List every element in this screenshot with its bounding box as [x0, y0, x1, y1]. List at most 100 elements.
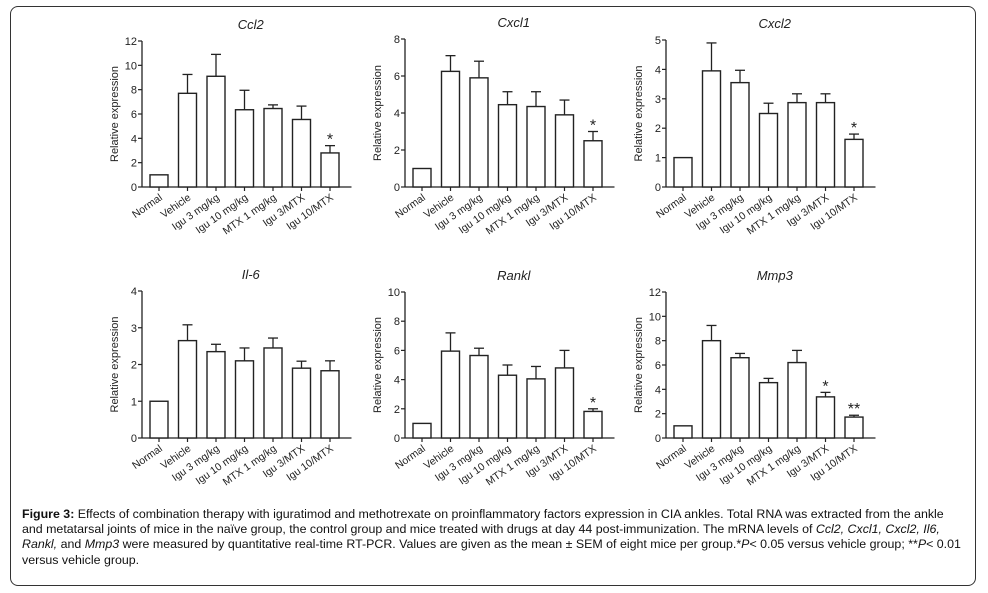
- significance-marker: *: [590, 395, 596, 412]
- y-tick-label: 10: [388, 287, 400, 299]
- bar: [758, 112, 779, 188]
- bar: [673, 156, 693, 188]
- bar: [234, 360, 255, 439]
- bar: [412, 422, 432, 439]
- y-tick-label: 3: [131, 323, 137, 335]
- x-tick-label: Normal: [654, 192, 689, 221]
- caption-segment: P: [741, 537, 750, 552]
- caption-segment: Effects of combination therapy with igur…: [22, 507, 944, 537]
- y-tick-label: 1: [655, 153, 661, 165]
- significance-marker: *: [822, 378, 828, 395]
- bar: [554, 367, 575, 439]
- y-tick-label: 6: [131, 109, 137, 121]
- y-tick-label: 2: [394, 404, 400, 416]
- bar: [583, 410, 603, 439]
- bar: [291, 367, 312, 439]
- significance-marker: *: [851, 120, 857, 137]
- bar: [554, 114, 575, 188]
- bar: [815, 396, 836, 439]
- bar: [673, 425, 693, 439]
- y-tick-label: 10: [125, 60, 137, 72]
- x-tick-label: Normal: [393, 192, 428, 221]
- bar: [815, 101, 836, 188]
- bar: [701, 70, 722, 188]
- y-axis-label: Relative expression: [372, 65, 384, 161]
- y-tick-label: 4: [394, 108, 400, 120]
- chart-title: Ccl2: [238, 17, 265, 32]
- y-tick-label: 0: [394, 433, 400, 445]
- bar: [412, 167, 432, 188]
- bar: [177, 92, 198, 188]
- bar: [526, 378, 546, 439]
- bar: [177, 339, 198, 439]
- caption-segment: and: [57, 537, 85, 552]
- x-tick-label: Normal: [130, 192, 165, 221]
- y-tick-label: 12: [649, 287, 661, 299]
- chart-title: Il-6: [242, 267, 261, 282]
- y-tick-label: 4: [655, 64, 661, 76]
- y-tick-label: 3: [655, 94, 661, 106]
- bar: [263, 107, 283, 188]
- y-tick-label: 2: [655, 409, 661, 421]
- y-tick-label: 6: [394, 345, 400, 357]
- bar: [526, 105, 546, 188]
- caption-segment: Mmp3: [84, 537, 120, 552]
- figure-label: Figure 3:: [22, 507, 75, 521]
- y-tick-label: 2: [655, 123, 661, 135]
- y-tick-label: 2: [131, 158, 137, 170]
- bar: [787, 361, 807, 439]
- bar: [787, 101, 807, 188]
- y-tick-label: 4: [131, 286, 137, 298]
- bar: [440, 70, 461, 188]
- chart-title: Mmp3: [757, 268, 794, 283]
- bar: [844, 138, 864, 188]
- x-tick-label: Normal: [654, 443, 689, 472]
- bar: [320, 152, 340, 188]
- bar: [497, 374, 518, 439]
- y-axis-label: Relative expression: [109, 66, 121, 162]
- y-tick-label: 0: [131, 433, 137, 445]
- y-tick-label: 4: [394, 375, 400, 387]
- significance-marker: *: [327, 132, 333, 149]
- y-tick-label: 1: [131, 396, 137, 408]
- bar: [149, 174, 169, 188]
- bar: [234, 109, 255, 188]
- bar: [206, 75, 226, 188]
- y-tick-label: 8: [655, 336, 661, 348]
- y-axis-label: Relative expression: [633, 317, 645, 413]
- y-tick-label: 0: [131, 182, 137, 194]
- chart-title: Cxcl2: [758, 16, 791, 31]
- x-tick-label: Normal: [130, 443, 165, 472]
- bar: [320, 370, 340, 439]
- caption-segment: Ccl2, Cxcl1, Cxcl2, Il6, Rankl,: [22, 522, 940, 552]
- caption-segment: were measured by quantitative real-time …: [119, 537, 742, 552]
- bar: [583, 140, 603, 188]
- y-tick-label: 8: [131, 85, 137, 97]
- y-tick-label: 6: [394, 71, 400, 83]
- bar: [497, 103, 518, 188]
- y-axis-label: Relative expression: [633, 66, 645, 162]
- y-axis-label: Relative expression: [372, 317, 384, 413]
- bar: [206, 350, 226, 439]
- significance-marker: **: [848, 401, 860, 418]
- y-tick-label: 2: [131, 360, 137, 372]
- chart-title: Rankl: [497, 268, 531, 283]
- x-tick-label: Normal: [393, 443, 428, 472]
- figure-caption: Figure 3: Effects of combination therapy…: [22, 507, 967, 568]
- bar: [469, 354, 489, 439]
- caption-body: Effects of combination therapy with igur…: [22, 507, 961, 567]
- y-tick-label: 6: [655, 360, 661, 372]
- y-tick-label: 4: [655, 384, 661, 396]
- y-tick-label: 0: [394, 182, 400, 194]
- bar: [730, 81, 750, 188]
- y-axis-label: Relative expression: [109, 317, 121, 413]
- significance-marker: *: [590, 118, 596, 135]
- bar: [730, 357, 750, 439]
- bar: [469, 77, 489, 188]
- y-tick-label: 4: [131, 133, 137, 145]
